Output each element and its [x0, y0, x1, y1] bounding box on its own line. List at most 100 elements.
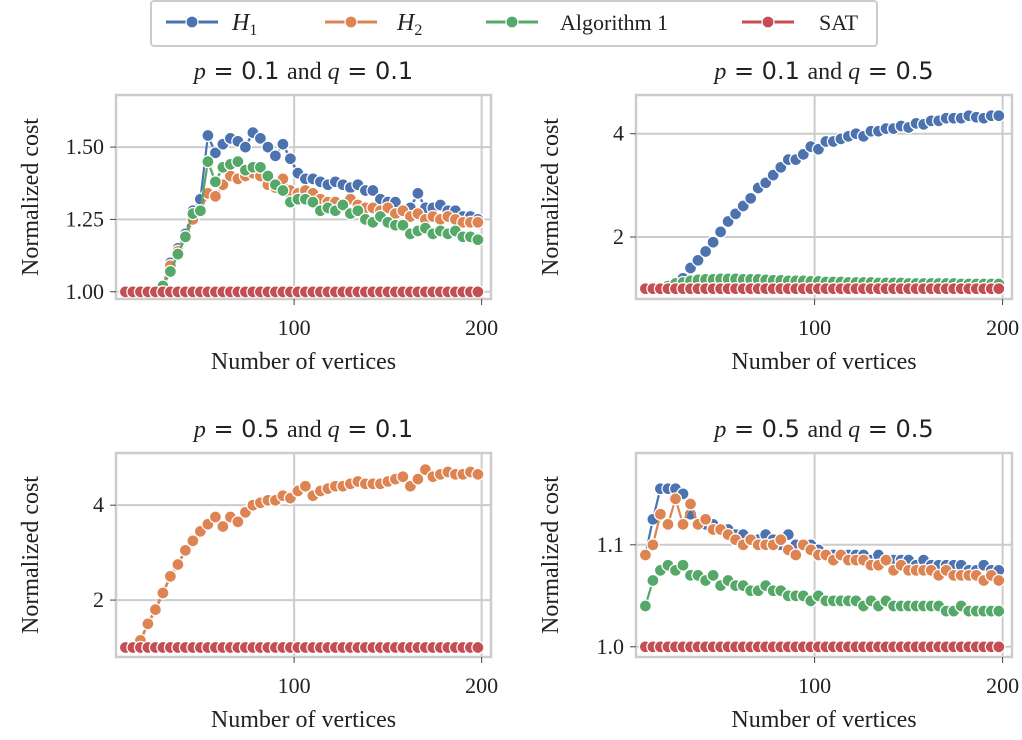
point-h2 [698, 512, 713, 526]
legend-entry-h2: H2 [325, 10, 422, 39]
y-tick-label: 2 [93, 587, 104, 612]
point-algorithm1 [208, 175, 223, 189]
point-algorithm1 [178, 230, 193, 244]
y-tick-label: 1.1 [597, 532, 625, 557]
point-h1 [201, 128, 215, 143]
point-algorithm1 [638, 599, 653, 613]
subplot-p01-q01: 100 200 1.00 1.25 1.50 Number of vertices Norm… [18, 57, 498, 375]
point-algorithm1 [676, 558, 690, 572]
point-algorithm1 [306, 195, 320, 209]
svg-text:H2: H2 [396, 10, 422, 39]
point-h1 [238, 140, 253, 154]
title-part: p [192, 417, 206, 443]
point-h1 [713, 225, 728, 239]
x-axis-label: Number of vertices [731, 349, 916, 375]
point-sat [471, 640, 485, 655]
point-h2 [789, 548, 803, 562]
point-h2 [186, 534, 200, 548]
point-algorithm1 [261, 169, 275, 183]
title-part: = 0.1 [340, 57, 414, 85]
point-h2 [208, 510, 223, 524]
subplot-p01-q05: 100 200 2 4 Number of vertices Normalized cos… [538, 57, 1019, 375]
title-part: and [287, 417, 328, 443]
point-h2 [992, 573, 1006, 588]
legend-marker-h1 [185, 15, 199, 29]
point-h1 [744, 191, 758, 205]
legend: H1 H2 Algorithm 1 SAT [150, 0, 878, 47]
point-h1 [706, 235, 720, 249]
point-algorithm1 [646, 573, 660, 588]
x-tick-label: 100 [278, 673, 311, 698]
legend-marker-algorithm1 [505, 15, 519, 29]
legend-entry-sat: SAT [742, 10, 859, 35]
subplot-title: p = 0.5 and q = 0.1 [192, 415, 413, 443]
series-h2 [118, 462, 485, 655]
axes-frame [114, 93, 493, 301]
title-part: = 0.1 [340, 415, 414, 443]
legend-marker-sat [761, 15, 775, 29]
y-tick-label: 1.50 [66, 134, 105, 159]
legend-label-algorithm1: Algorithm 1 [560, 10, 668, 35]
point-algorithm1 [351, 204, 365, 218]
point-h2 [231, 515, 245, 529]
point-algorithm1 [471, 233, 485, 247]
point-h1 [268, 149, 283, 163]
title-part: = 0.5 [726, 415, 807, 443]
point-algorithm1 [396, 218, 410, 232]
point-h2 [661, 517, 675, 532]
subplot-title: p = 0.1 and q = 0.5 [712, 57, 933, 85]
point-h2 [646, 538, 660, 552]
x-axis-label: Number of vertices [211, 707, 396, 733]
point-h2 [471, 215, 485, 229]
point-h2 [676, 517, 690, 532]
legend-label-sat: SAT [819, 10, 859, 35]
legend-label-h2: H [396, 10, 416, 36]
point-h2 [141, 617, 155, 631]
subplot-p05-q01: 100 200 2 4 Number of vertices Normalized cos… [18, 415, 498, 733]
point-h1 [208, 146, 223, 160]
x-tick-label: 200 [986, 315, 1019, 340]
series-algorithm1 [638, 558, 1006, 618]
series-h1 [638, 109, 1006, 296]
series-sat [118, 640, 485, 655]
legend-entry-h1: H1 [166, 10, 257, 39]
legend-sub-h2: 2 [414, 22, 422, 39]
point-algorithm1 [706, 568, 720, 583]
point-h2 [298, 479, 313, 493]
point-sat [992, 282, 1006, 296]
legend-label-h1: H [231, 10, 251, 36]
y-axis-label: Normalized cost [18, 118, 44, 276]
title-part: and [287, 59, 328, 85]
y-axis-label: Normalized cost [538, 118, 564, 276]
point-h2 [471, 467, 485, 481]
series-sat [118, 285, 485, 299]
series-h2 [638, 492, 1006, 588]
point-algorithm1 [253, 160, 268, 174]
title-part: = 0.1 [206, 57, 287, 85]
title-part: p [192, 59, 206, 85]
point-algorithm1 [231, 154, 245, 169]
point-h2 [171, 557, 185, 572]
point-h1 [691, 253, 705, 267]
axes-frame [634, 451, 1014, 659]
point-h1 [992, 109, 1006, 123]
title-part: = 0.1 [726, 57, 807, 85]
point-h1 [698, 244, 713, 259]
x-axis-label: Number of vertices [731, 707, 916, 733]
subplot-title: p = 0.5 and q = 0.5 [712, 415, 933, 443]
title-part: = 0.5 [860, 57, 934, 85]
x-tick-label: 200 [986, 673, 1019, 698]
title-part: p [712, 417, 726, 443]
point-algorithm1 [336, 198, 350, 212]
x-tick-label: 100 [798, 673, 831, 698]
title-part: q [328, 59, 340, 85]
point-h1 [411, 186, 425, 201]
title-part: q [848, 59, 860, 85]
point-h1 [261, 140, 275, 154]
y-tick-label: 4 [93, 492, 104, 517]
point-h1 [276, 137, 290, 151]
title-part: = 0.5 [206, 415, 287, 443]
x-tick-label: 200 [465, 315, 498, 340]
title-part: = 0.5 [860, 415, 934, 443]
